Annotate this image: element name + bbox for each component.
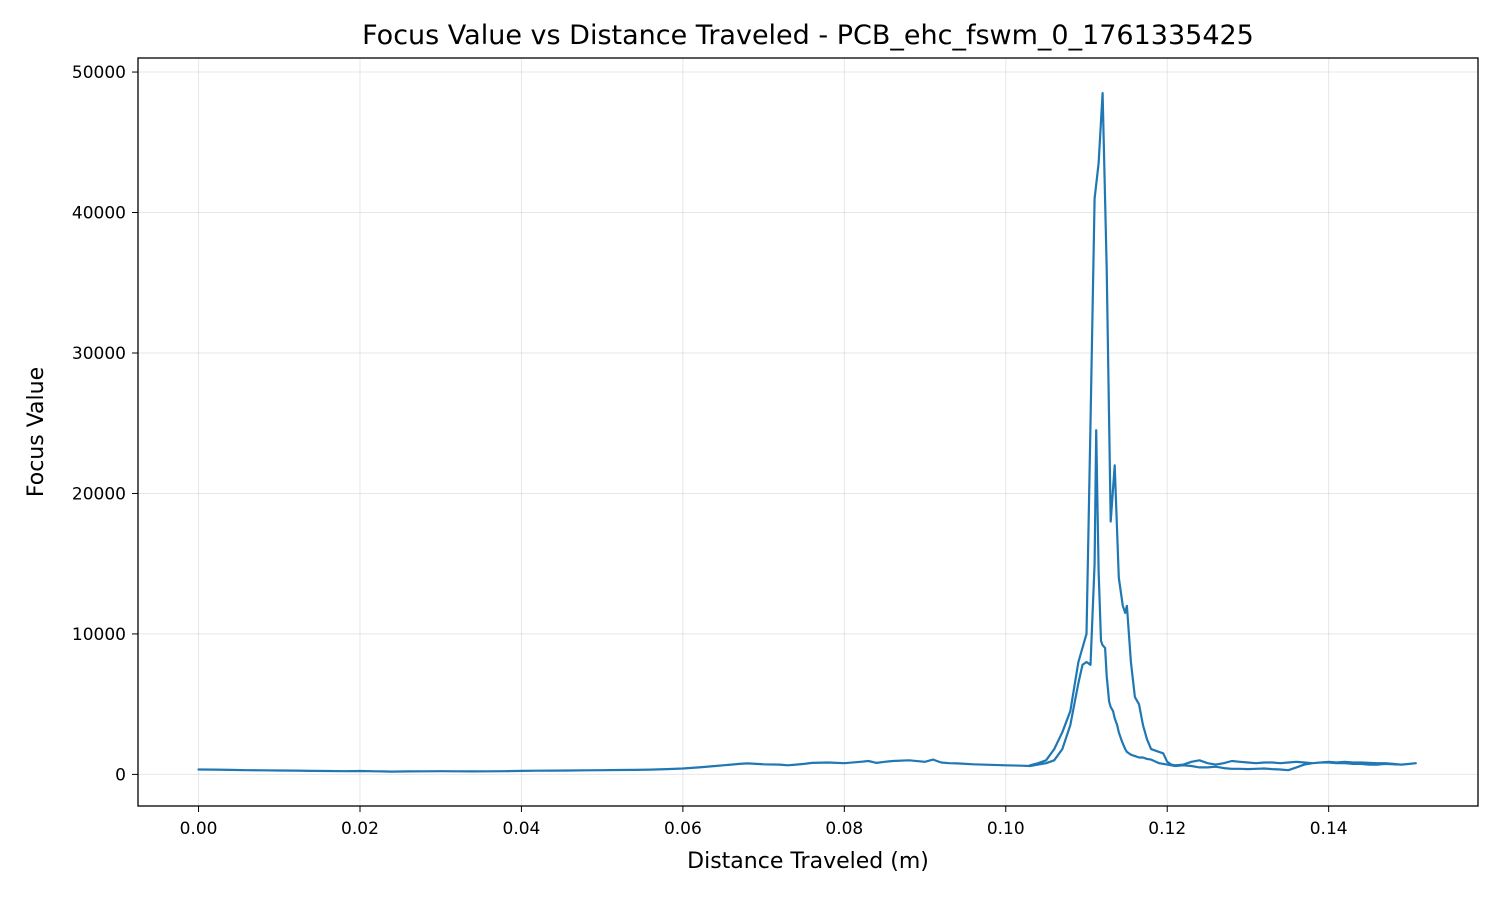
series-layer <box>197 91 1417 773</box>
chart-title: Focus Value vs Distance Traveled - PCB_e… <box>362 20 1254 51</box>
grid-layer <box>138 58 1478 806</box>
x-axis-label: Distance Traveled (m) <box>687 849 929 874</box>
x-tick-label: 0.08 <box>825 819 863 839</box>
x-tick-label: 0.12 <box>1148 819 1186 839</box>
y-tick-label: 50000 <box>72 63 126 83</box>
y-tick-label: 30000 <box>72 344 126 364</box>
y-tick-label: 40000 <box>72 204 126 224</box>
y-tick-label: 20000 <box>72 484 126 504</box>
plot-frame <box>137 57 1479 807</box>
y-tick-label: 0 <box>115 765 126 785</box>
tick-layer: 0.00 0.02 0.04 0.06 0.08 0.10 0.12 0.14 0 10000 20… <box>72 63 1348 839</box>
x-tick-label: 0.10 <box>987 819 1025 839</box>
x-tick-label: 0.06 <box>664 819 702 839</box>
x-tick-label: 0.14 <box>1310 819 1348 839</box>
y-tick-label: 10000 <box>72 625 126 645</box>
y-axis-label: Focus Value <box>24 367 49 497</box>
series-line <box>197 91 1417 773</box>
x-tick-label: 0.00 <box>180 819 218 839</box>
x-tick-label: 0.04 <box>503 819 541 839</box>
x-tick-label: 0.02 <box>341 819 379 839</box>
